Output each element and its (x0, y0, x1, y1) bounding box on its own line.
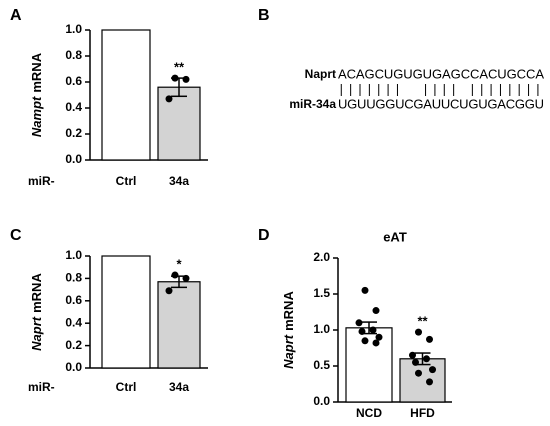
y-axis-label-gene: Naprt (29, 316, 44, 351)
bar (345, 327, 393, 403)
x-tick-label: 34a (169, 380, 189, 394)
panel-label: B (258, 7, 270, 24)
y-tick-label: 0.6 (65, 293, 82, 307)
y-tick-label: 0.8 (65, 48, 82, 62)
x-tick-label: Ctrl (116, 174, 137, 188)
y-tick-label: 0.0 (65, 152, 82, 166)
panel-label: D (258, 227, 270, 244)
sequence: UGUUGGUCGAUUCUGUGACGGU (338, 96, 544, 111)
significance: * (176, 256, 182, 271)
bar (101, 29, 151, 161)
data-point (165, 95, 173, 103)
y-tick-label: 0.5 (313, 358, 330, 372)
chart-title: eAT (383, 229, 407, 244)
data-point (182, 75, 190, 83)
y-tick-label: 0.2 (65, 338, 82, 352)
y-tick-label: 0.4 (65, 315, 82, 329)
y-tick-label: 0.4 (65, 100, 82, 114)
data-point (415, 369, 422, 377)
y-axis-label: Naprt mRNA (281, 291, 296, 369)
data-point (426, 335, 433, 343)
y-tick-label: 0.2 (65, 126, 82, 140)
panel-label: C (10, 227, 22, 244)
data-point (409, 351, 416, 359)
y-tick-label: 2.0 (313, 250, 330, 264)
y-tick-label: 0.0 (313, 394, 330, 408)
y-tick-label: 1.0 (65, 22, 82, 36)
bar (399, 358, 446, 403)
significance: ** (417, 314, 428, 329)
data-point (426, 378, 433, 386)
data-point (182, 274, 190, 282)
significance: ** (174, 60, 185, 75)
data-point (361, 337, 369, 345)
x-tick-label: Ctrl (116, 380, 137, 394)
y-axis-label: Naprt mRNA (29, 273, 44, 351)
data-point (369, 326, 377, 334)
data-point (361, 286, 369, 294)
x-row-label: miR- (28, 174, 55, 188)
y-tick-label: 0.0 (65, 360, 82, 374)
x-tick-label: NCD (356, 406, 382, 420)
data-point (375, 333, 383, 341)
y-axis-label-unit: mRNA (29, 273, 44, 313)
panel-label: A (10, 7, 22, 24)
data-point (372, 307, 380, 315)
y-axis-label-unit: mRNA (281, 291, 296, 331)
x-row-label: miR- (28, 380, 55, 394)
y-axis-label: Nampt mRNA (29, 52, 44, 137)
data-point (423, 355, 430, 363)
data-point (165, 287, 173, 295)
y-tick-label: 1.0 (313, 322, 330, 336)
y-tick-label: 1.0 (65, 248, 82, 262)
y-axis-label-unit: mRNA (29, 52, 44, 92)
y-tick-label: 1.5 (313, 286, 330, 300)
data-point (358, 327, 366, 335)
sequence-name: Naprt (305, 67, 336, 81)
y-axis-label-gene: Nampt (29, 96, 44, 137)
data-point (412, 358, 419, 366)
data-point (171, 271, 179, 279)
bar (157, 281, 201, 369)
y-tick-label: 0.8 (65, 271, 82, 285)
bar (101, 255, 151, 369)
bar (157, 86, 201, 161)
data-point (415, 328, 422, 336)
data-point (355, 319, 363, 327)
data-point (171, 74, 179, 82)
sequence: ACAGCUGUGUGAGCCACUGCCA (338, 66, 544, 81)
y-axis-label-gene: Naprt (281, 334, 296, 369)
x-tick-label: HFD (410, 406, 435, 420)
x-tick-label: 34a (169, 174, 189, 188)
y-tick-label: 0.6 (65, 74, 82, 88)
sequence-name: miR-34a (289, 97, 336, 111)
data-point (429, 366, 436, 374)
data-point (372, 339, 380, 347)
